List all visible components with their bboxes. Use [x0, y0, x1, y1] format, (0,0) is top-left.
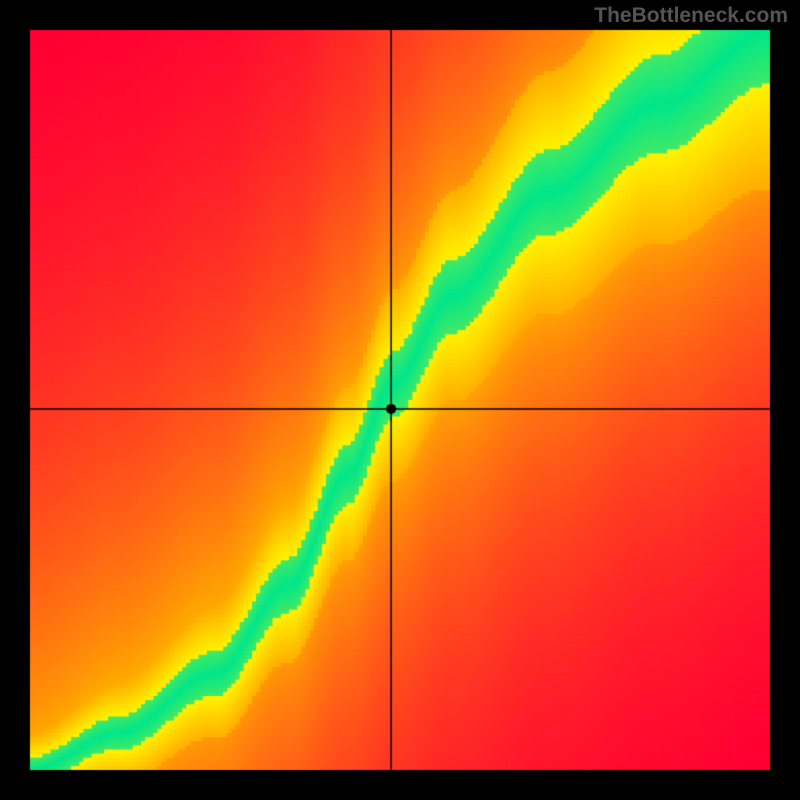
chart-container: TheBottleneck.com: [0, 0, 800, 800]
attribution-text: TheBottleneck.com: [594, 4, 788, 28]
bottleneck-heatmap: [0, 0, 800, 800]
